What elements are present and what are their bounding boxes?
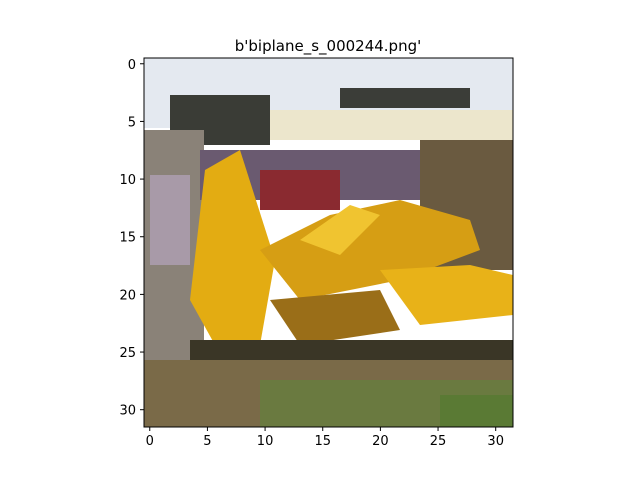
plane-fuselage <box>260 200 480 300</box>
y-tick-label: 0 <box>128 58 136 73</box>
grass-right-corner <box>440 395 513 427</box>
pixel-image <box>143 57 514 428</box>
y-tick-label: 10 <box>119 173 136 188</box>
x-tick-label: 0 <box>146 434 154 449</box>
x-tick-label: 5 <box>203 434 211 449</box>
sky-bright-band <box>265 110 513 140</box>
x-tick-label: 30 <box>487 434 504 449</box>
y-tick-label: 15 <box>119 231 136 246</box>
y-tick-label: 5 <box>128 115 136 130</box>
axes: 0 5 10 15 20 25 30 0 5 10 15 20 25 30 <box>119 58 504 449</box>
x-tick-label: 20 <box>372 434 389 449</box>
plane-nose-highlight <box>300 205 380 255</box>
x-tick-label: 15 <box>314 434 331 449</box>
dark-structure-right <box>340 88 470 108</box>
x-tick-label: 25 <box>430 434 447 449</box>
y-tick-label: 30 <box>119 404 136 419</box>
y-tick-label: 20 <box>119 288 136 303</box>
y-tick-label: 25 <box>119 346 136 361</box>
left-lavender-patch <box>150 175 190 265</box>
plane-upper-wing <box>190 150 275 345</box>
plane-shadow <box>270 290 400 345</box>
midground-red <box>260 170 340 210</box>
image-frame <box>143 57 514 428</box>
x-tick-label: 10 <box>257 434 274 449</box>
plane-lower-wing <box>380 265 513 325</box>
figure-title: b'biplane_s_000244.png' <box>235 37 421 56</box>
